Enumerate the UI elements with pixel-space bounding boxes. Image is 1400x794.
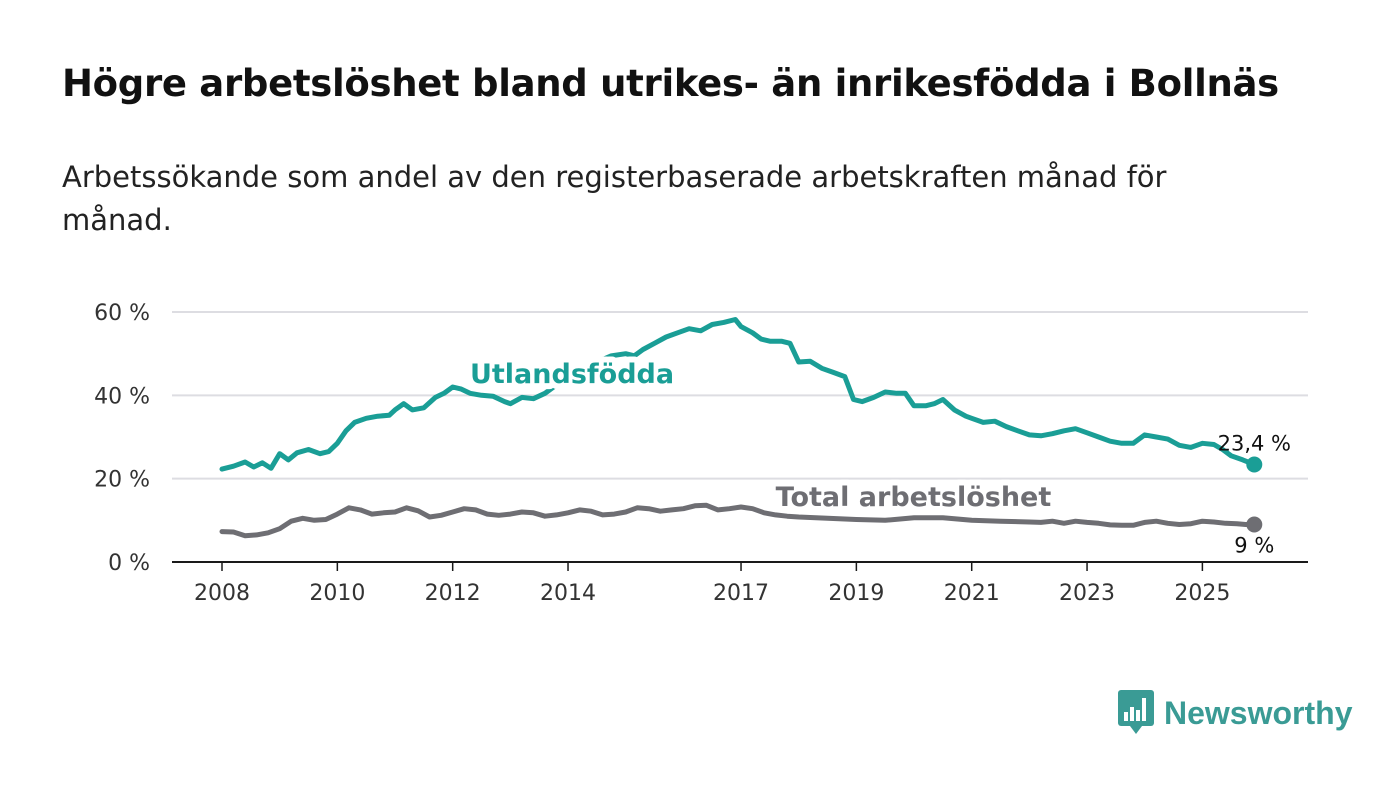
y-axis: 0 % 20 % 40 % 60 % [94, 301, 150, 576]
series-line-utlandsfodda [219, 317, 1257, 472]
chart-title: Högre arbetslöshet bland utrikes- än inr… [62, 62, 1279, 105]
series-end-label: 9 % [1234, 534, 1274, 558]
series-label-total: Total arbetslöshet [776, 482, 1052, 513]
x-tick-label: 2012 [425, 581, 481, 606]
x-axis: 2008 2010 2012 2014 2017 2019 2021 2023 2025 [172, 561, 1308, 606]
x-tick-label: 2025 [1174, 581, 1230, 606]
newsworthy-brand: Newsworthy [1118, 690, 1352, 736]
x-tick-label: 2019 [828, 581, 884, 606]
grid-lines [172, 311, 1308, 480]
bar-chart-speech-bubble-icon [1118, 690, 1154, 734]
x-tick-label: 2014 [540, 581, 596, 606]
x-tick-label: 2023 [1059, 581, 1115, 606]
y-tick-label: 40 % [94, 384, 150, 409]
series-label-utlandsfodda: Utlandsfödda [470, 359, 674, 390]
y-tick-label: 20 % [94, 468, 150, 493]
x-tick-label: 2008 [194, 581, 250, 606]
x-tick-label: 2010 [309, 581, 365, 606]
series-end-marker [1246, 516, 1263, 533]
series-end-label: 23,4 % [1218, 432, 1291, 456]
series-end-marker [1246, 456, 1263, 473]
brand-name: Newsworthy [1164, 694, 1353, 731]
series-line-total [219, 502, 1257, 539]
y-tick-label: 60 % [94, 301, 150, 326]
x-tick-label: 2021 [944, 581, 1000, 606]
series-lines [219, 317, 1263, 539]
series-label-halo: Total arbetslöshet [776, 482, 1052, 513]
series-label-halo: Utlandsfödda [470, 359, 674, 390]
chart-subtitle: Arbetssökande som andel av den registerb… [62, 160, 1167, 237]
y-tick-label: 0 % [108, 551, 150, 576]
x-tick-label: 2017 [713, 581, 769, 606]
